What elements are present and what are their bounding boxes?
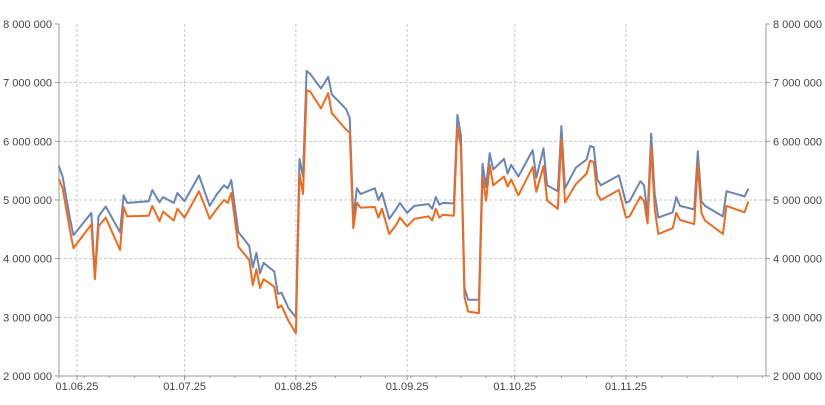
axis-layer — [55, 23, 770, 380]
x-tick-label: 01.10.25 — [493, 381, 536, 393]
grid-layer — [59, 24, 766, 376]
y-tick-label-right: 2 000 000 — [773, 371, 822, 383]
x-tick-label: 01.09.25 — [386, 381, 429, 393]
y-tick-label-right: 5 000 000 — [773, 195, 822, 207]
y-tick-label-right: 6 000 000 — [773, 136, 822, 148]
y-tick-label-right: 4 000 000 — [773, 254, 822, 266]
y-tick-label-left: 8 000 000 — [3, 19, 52, 31]
y-tick-label-left: 3 000 000 — [3, 312, 52, 324]
x-tick-label: 01.11.25 — [605, 381, 647, 393]
x-tick-label: 01.07.25 — [163, 381, 206, 393]
y-tick-label-left: 5 000 000 — [3, 195, 52, 207]
y-tick-label-left: 6 000 000 — [3, 136, 52, 148]
y-tick-label-right: 8 000 000 — [773, 19, 822, 31]
y-tick-label-left: 7 000 000 — [3, 78, 52, 90]
y-tick-label-right: 3 000 000 — [773, 312, 822, 324]
tick-label-layer: 2 000 000 2 000 000 3 000 000 3 000 000 4 00… — [3, 19, 822, 393]
y-tick-label-right: 7 000 000 — [773, 78, 822, 90]
x-tick-label: 01.06.25 — [56, 381, 99, 393]
x-tick-label: 01.08.25 — [274, 381, 317, 393]
y-tick-label-left: 2 000 000 — [3, 371, 52, 383]
series-line-1 — [58, 69, 750, 319]
y-tick-label-left: 4 000 000 — [3, 254, 52, 266]
series-layer — [58, 69, 750, 335]
series-line-2 — [58, 89, 750, 335]
